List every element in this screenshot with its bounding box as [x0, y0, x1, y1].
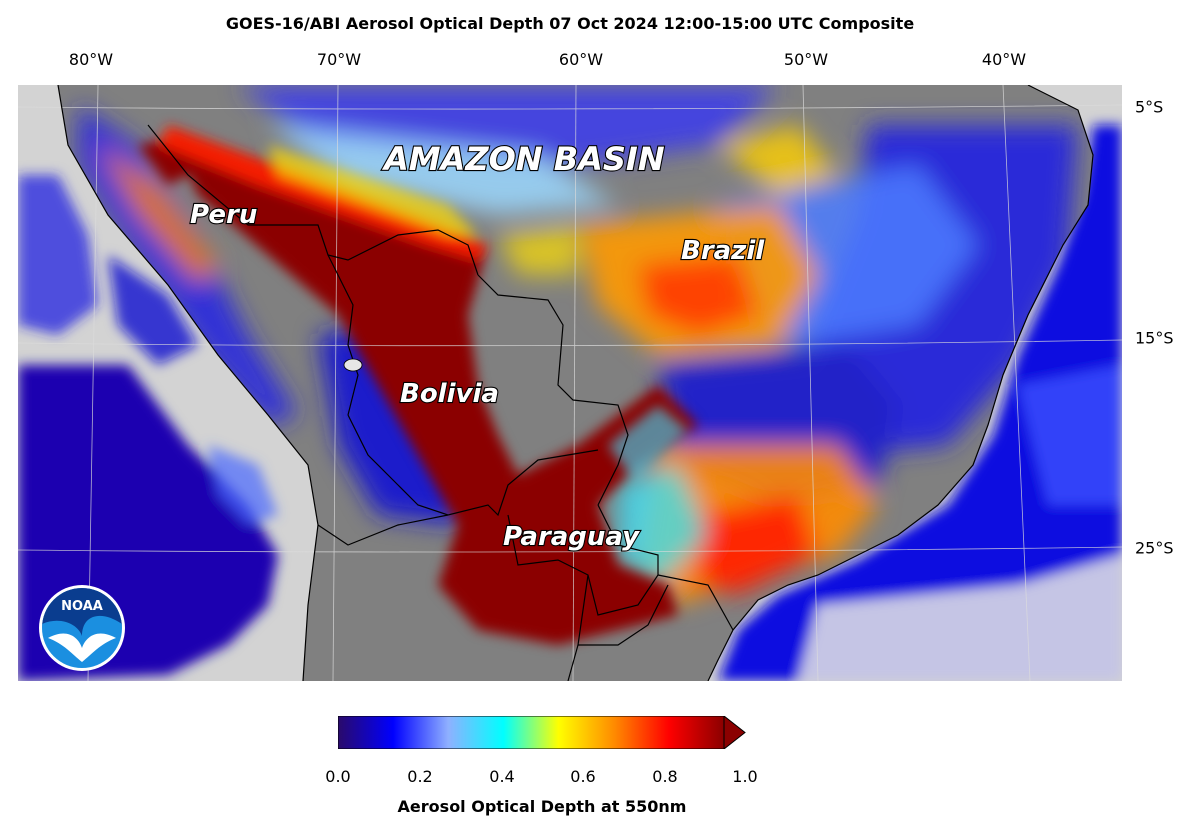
label-amazon-basin: AMAZON BASIN	[381, 140, 665, 178]
heavy-smoke-plume	[168, 125, 698, 645]
aerosol-map-canvas: AMAZON BASIN Peru Brazil Bolivia Paragua…	[18, 85, 1122, 681]
lake-titicaca	[343, 358, 363, 372]
label-bolivia: Bolivia	[400, 379, 499, 409]
latitude-label-15s: 15°S	[1135, 328, 1174, 348]
colorbar-tick-4: 0.8	[652, 767, 678, 786]
aerosol-map: AMAZON BASIN Peru Brazil Bolivia Paragua…	[18, 85, 1122, 681]
longitude-label-60w: 60°W	[558, 50, 604, 69]
longitude-label-40w: 40°W	[981, 50, 1027, 69]
atlantic-ocean-aod	[718, 125, 1122, 681]
latitude-label-5s: 5°S	[1135, 97, 1164, 117]
borders	[57, 85, 1094, 681]
longitude-label-50w: 50°W	[783, 50, 829, 69]
latitude-label-25s: 25°S	[1135, 538, 1174, 558]
colorbar-tick-3: 0.6	[570, 767, 596, 786]
map-title: GOES-16/ABI Aerosol Optical Depth 07 Oct…	[225, 14, 915, 33]
colorbar-label: Aerosol Optical Depth at 550nm	[397, 797, 687, 816]
colorbar-tick-2: 0.4	[489, 767, 515, 786]
colorbar-tick-5: 1.0	[732, 767, 758, 786]
longitude-label-80w: 80°W	[68, 50, 114, 69]
colorbar-tick-1: 0.2	[407, 767, 433, 786]
label-paraguay: Paraguay	[503, 522, 640, 552]
colorbar-gradient	[338, 716, 725, 749]
longitude-label-70w: 70°W	[316, 50, 362, 69]
colorbar-extend-arrow	[723, 716, 746, 749]
label-brazil: Brazil	[681, 236, 765, 266]
svg-text:NOAA: NOAA	[61, 599, 103, 614]
noaa-logo: NOAA	[39, 585, 125, 671]
colorbar-tick-0: 0.0	[325, 767, 351, 786]
label-peru: Peru	[190, 200, 257, 230]
aod-colorbar	[338, 716, 746, 749]
